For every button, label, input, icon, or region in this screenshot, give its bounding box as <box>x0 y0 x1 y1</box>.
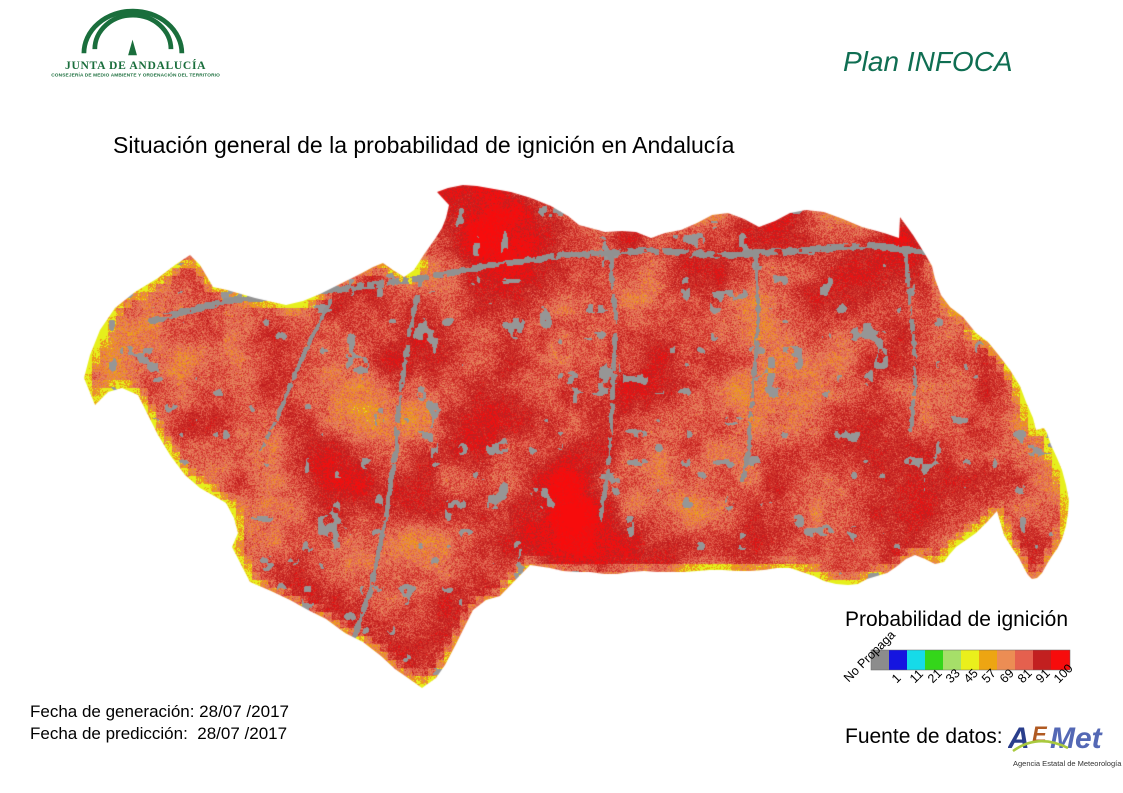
svg-text:A: A <box>1008 722 1030 755</box>
svg-text:Agencia Estatal de Meteorologí: Agencia Estatal de Meteorología <box>1013 759 1122 768</box>
svg-text:Met: Met <box>1050 722 1104 755</box>
svg-text:E: E <box>1032 722 1048 747</box>
